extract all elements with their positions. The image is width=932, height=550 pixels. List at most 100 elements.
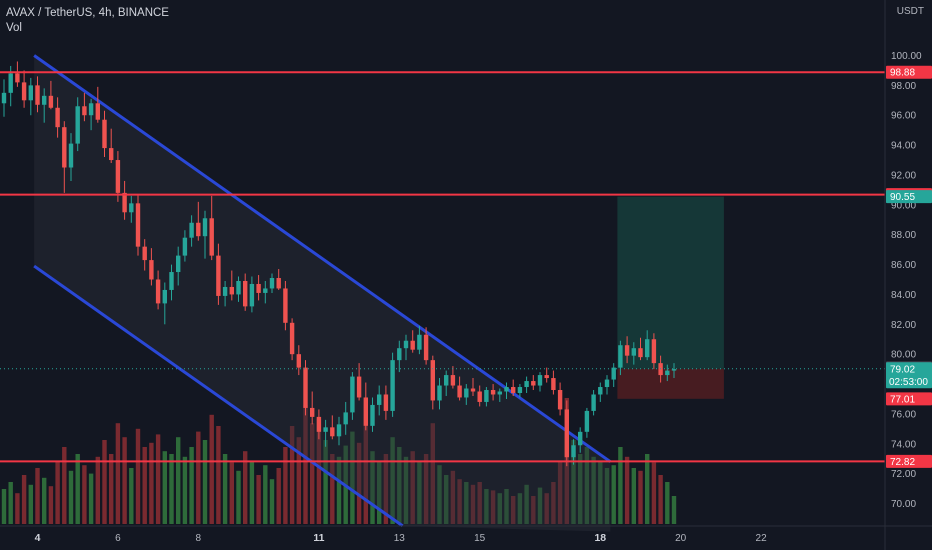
price-tag: 72.82: [886, 454, 932, 468]
volume-bar: [142, 447, 147, 524]
y-tick-label: 90.00: [891, 200, 916, 211]
volume-bar: [330, 454, 335, 524]
candle-body: [189, 222, 194, 238]
volume-bar: [209, 414, 214, 524]
candle-body: [584, 410, 590, 432]
candle-body: [28, 85, 33, 101]
volume-bar: [651, 462, 657, 524]
volume-bar: [457, 479, 462, 524]
candle-body: [417, 334, 422, 350]
y-tick-label: 84.00: [891, 290, 916, 301]
price-tag-bg: [886, 392, 932, 406]
candle-body: [289, 322, 295, 355]
candle-body: [457, 385, 462, 398]
volume-bar: [397, 447, 402, 524]
volume-bar: [638, 470, 643, 524]
countdown-label: 02:53:00: [889, 377, 928, 388]
candle-body: [102, 119, 107, 149]
candle-body: [403, 340, 409, 349]
volume-bar: [578, 454, 583, 524]
candle-body: [196, 222, 201, 237]
volume-bar: [444, 475, 449, 524]
candle-body: [604, 379, 610, 388]
volume-bar: [216, 426, 221, 524]
price-tag-bg: [886, 190, 932, 204]
volume-bar: [236, 470, 241, 524]
volume-bar: [249, 461, 255, 524]
price-tag-bg: [886, 65, 932, 79]
candle-body: [149, 260, 154, 280]
candle-body: [296, 354, 301, 368]
candle-body: [88, 103, 94, 116]
y-tick-label: 92.00: [891, 170, 916, 181]
candle-body: [209, 218, 214, 256]
symbol-title[interactable]: AVAX / TetherUS, 4h, BINANCE: [6, 7, 169, 19]
volume-bar: [48, 486, 54, 524]
volume-bar: [511, 496, 516, 524]
price-tag-bg: [886, 454, 932, 468]
volume-bar: [517, 493, 523, 524]
y-tick-label: 70.00: [891, 499, 916, 510]
volume-bar: [631, 468, 636, 524]
candle-body: [477, 391, 482, 402]
candle-body: [310, 407, 315, 417]
candle-body: [182, 237, 188, 256]
volume-bar: [531, 496, 536, 524]
price-tag-label: 90.55: [890, 192, 915, 203]
candle-body: [236, 280, 241, 295]
volume-bar: [383, 454, 389, 524]
candle-body: [8, 73, 13, 93]
candle-body: [423, 334, 429, 361]
volume-bar: [658, 475, 663, 524]
volume-bar: [95, 456, 100, 524]
volume-bar: [256, 475, 261, 524]
volume-bar: [88, 473, 94, 524]
y-tick-label: 76.00: [891, 409, 916, 420]
candle-body: [229, 286, 234, 295]
y-tick-label: 94.00: [891, 141, 916, 152]
candle-body: [578, 431, 583, 446]
candle-body: [323, 427, 328, 432]
x-tick-label: 13: [394, 533, 406, 544]
volume-bar: [598, 461, 603, 524]
y-tick-label: 86.00: [891, 260, 916, 271]
volume-bar: [490, 490, 496, 524]
candle-body: [557, 390, 563, 410]
candle-body: [48, 95, 54, 108]
candle-body: [336, 424, 342, 437]
volume-bar: [430, 423, 435, 524]
candle-body: [35, 85, 40, 105]
candle-body: [645, 339, 650, 358]
volume-bar: [109, 454, 114, 524]
candle-body: [511, 387, 516, 393]
volume-bar: [42, 477, 47, 524]
x-tick-label: 8: [196, 533, 202, 544]
candle-body: [42, 95, 47, 105]
candle-body: [504, 387, 509, 392]
candle-body: [135, 203, 141, 247]
volume-bar: [464, 482, 469, 524]
stop-zone: [617, 368, 724, 399]
candle-body: [243, 280, 248, 307]
volume-bar: [129, 468, 134, 524]
candle-body: [377, 394, 382, 405]
x-tick-label: 4: [35, 532, 41, 544]
candle-body: [269, 278, 275, 289]
candle-body: [263, 288, 268, 293]
candle-body: [303, 367, 308, 408]
volume-bar: [21, 475, 27, 524]
candle-body: [430, 360, 435, 401]
candle-body: [410, 340, 415, 350]
volume-indicator-label[interactable]: Vol: [6, 22, 22, 34]
volume-bar: [611, 465, 616, 524]
candle-body: [571, 445, 576, 458]
volume-bar: [504, 489, 509, 524]
volume-bar: [276, 468, 281, 524]
candle-body: [490, 390, 496, 395]
candle-body: [75, 106, 80, 144]
volume-bar: [162, 451, 167, 524]
volume-bar: [356, 442, 362, 524]
volume-bar: [82, 465, 87, 524]
candle-body: [350, 376, 355, 413]
